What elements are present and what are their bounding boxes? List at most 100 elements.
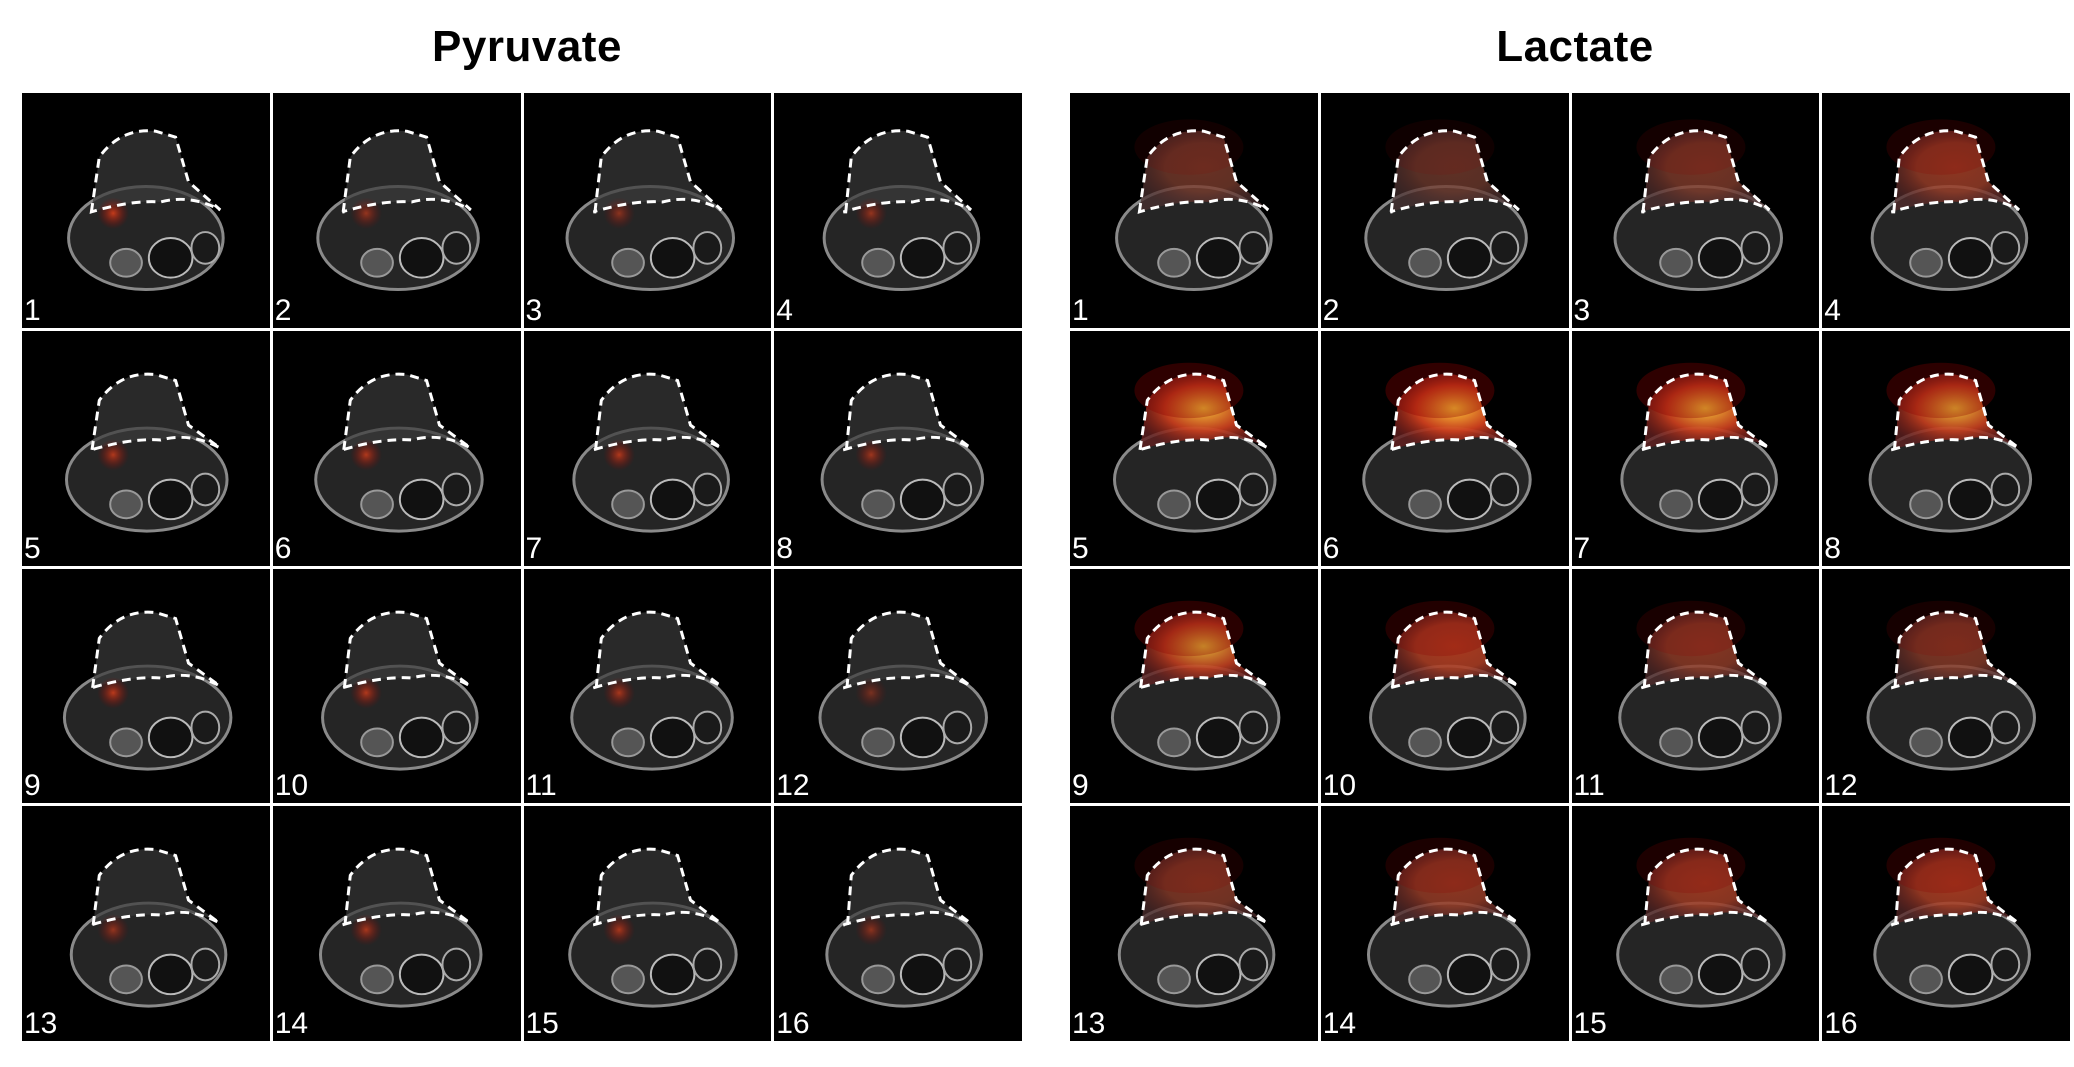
pyruvate-panel: Pyruvate 1 2 3 4 5 6 7 8 9 10 11 12 13 14 15 16 [22, 0, 1032, 1067]
slice-image: 14 [1320, 806, 1569, 1041]
slice-number: 1 [1072, 293, 1089, 327]
mri-slice [1110, 600, 1281, 771]
slice-number: 13 [1072, 1007, 1106, 1040]
mri-slice [67, 129, 225, 292]
slice-image: 7 [1571, 330, 1820, 566]
slice-image: 16 [774, 806, 1022, 1041]
slice-grid: 1 2 3 4 5 6 7 8 9 10 11 12 13 14 15 16 [1070, 93, 2070, 1041]
mri-slice [313, 372, 484, 533]
slice-image: 4 [774, 93, 1022, 328]
slice-number: 14 [274, 1007, 309, 1040]
mri-slice [569, 610, 734, 771]
slice-number: 1 [24, 293, 41, 327]
slice-number: 11 [525, 769, 557, 803]
slice-number: 11 [1573, 769, 1605, 803]
slice-number: 9 [1072, 769, 1089, 803]
mri-slice [1617, 600, 1782, 771]
slice-number: 16 [1824, 1007, 1858, 1040]
slice-number: 4 [776, 293, 793, 327]
slice-image: 8 [1822, 330, 2070, 566]
slice-number: 16 [776, 1007, 810, 1040]
mri-slice [822, 129, 981, 292]
panel-title: Lactate [1496, 22, 1654, 71]
slice-number: 12 [1824, 769, 1858, 803]
slice-number: 3 [525, 293, 543, 327]
slice-grid: 1 2 3 4 5 6 7 8 9 10 11 12 13 14 15 16 [22, 93, 1022, 1041]
mri-slice [318, 847, 483, 1008]
slice-number: 15 [525, 1007, 559, 1040]
slice-number: 5 [24, 531, 41, 565]
mri-slice [1615, 837, 1786, 1008]
mri-slice [1873, 837, 2032, 1008]
slice-number: 15 [1573, 1007, 1607, 1040]
mri-slice [316, 129, 480, 292]
slice-image: 11 [1571, 568, 1820, 804]
mri-slice [1868, 362, 2033, 533]
slice-image: 2 [272, 93, 521, 328]
slice-image: 6 [272, 330, 521, 566]
slice-number: 7 [525, 531, 543, 565]
mri-slice [825, 847, 984, 1008]
panel-title: Pyruvate [432, 22, 622, 71]
slice-number: 10 [274, 769, 309, 803]
slice-image: 12 [1822, 568, 2070, 804]
slice-image: 10 [272, 568, 521, 804]
mri-slice [62, 610, 233, 771]
slice-image: 2 [1320, 93, 1569, 328]
slice-image: 4 [1822, 93, 2070, 328]
mri-slice [1364, 119, 1528, 292]
slice-image: 9 [22, 568, 270, 804]
slice-number: 13 [24, 1007, 58, 1040]
mri-slice [818, 610, 989, 771]
mri-slice [69, 847, 228, 1008]
slice-image: 5 [22, 330, 270, 566]
slice-image: 13 [1070, 806, 1318, 1041]
slice-image: 8 [774, 330, 1022, 566]
slice-number: 5 [1072, 531, 1089, 565]
slice-number: 12 [776, 769, 810, 803]
slice-number: 6 [274, 531, 292, 565]
mri-slice [1115, 119, 1273, 292]
slice-image: 13 [22, 806, 270, 1041]
mri-slice [1866, 600, 2037, 771]
mri-slice [320, 610, 479, 771]
slice-number: 4 [1824, 293, 1841, 327]
slice-number: 9 [24, 769, 41, 803]
mri-slice [571, 372, 730, 533]
mri-slice [1368, 600, 1527, 771]
slice-number: 14 [1322, 1007, 1357, 1040]
slice-number: 7 [1573, 531, 1591, 565]
mri-slice [65, 372, 229, 533]
mri-slice [565, 129, 735, 292]
mri-slice [1113, 362, 1277, 533]
slice-image: 10 [1320, 568, 1569, 804]
slice-image: 1 [22, 93, 270, 328]
slice-image: 7 [523, 330, 772, 566]
mri-slice [1361, 362, 1532, 533]
slice-number: 6 [1322, 531, 1340, 565]
slice-image: 1 [1070, 93, 1318, 328]
slice-image: 15 [1571, 806, 1820, 1041]
slice-image: 5 [1070, 330, 1318, 566]
slice-image: 11 [523, 568, 772, 804]
mri-slice [1870, 119, 2029, 292]
lactate-panel: Lactate 1 2 3 4 5 6 7 8 9 10 11 12 13 14 15 16 [1070, 0, 2074, 1067]
slice-image: 6 [1320, 330, 1569, 566]
slice-number: 8 [1824, 531, 1841, 565]
mri-slice [1619, 362, 1778, 533]
slice-image: 16 [1822, 806, 2070, 1041]
mri-slice [820, 372, 985, 533]
slice-number: 10 [1322, 769, 1357, 803]
mri-slice [1117, 837, 1276, 1008]
slice-image: 3 [523, 93, 772, 328]
slice-image: 3 [1571, 93, 1820, 328]
slice-image: 14 [272, 806, 521, 1041]
slice-number: 3 [1573, 293, 1591, 327]
slice-number: 8 [776, 531, 793, 565]
mri-slice [1613, 119, 1783, 292]
slice-image: 12 [774, 568, 1022, 804]
slice-image: 15 [523, 806, 772, 1041]
slice-image: 9 [1070, 568, 1318, 804]
mri-slice [1366, 837, 1531, 1008]
slice-number: 2 [1322, 293, 1340, 327]
